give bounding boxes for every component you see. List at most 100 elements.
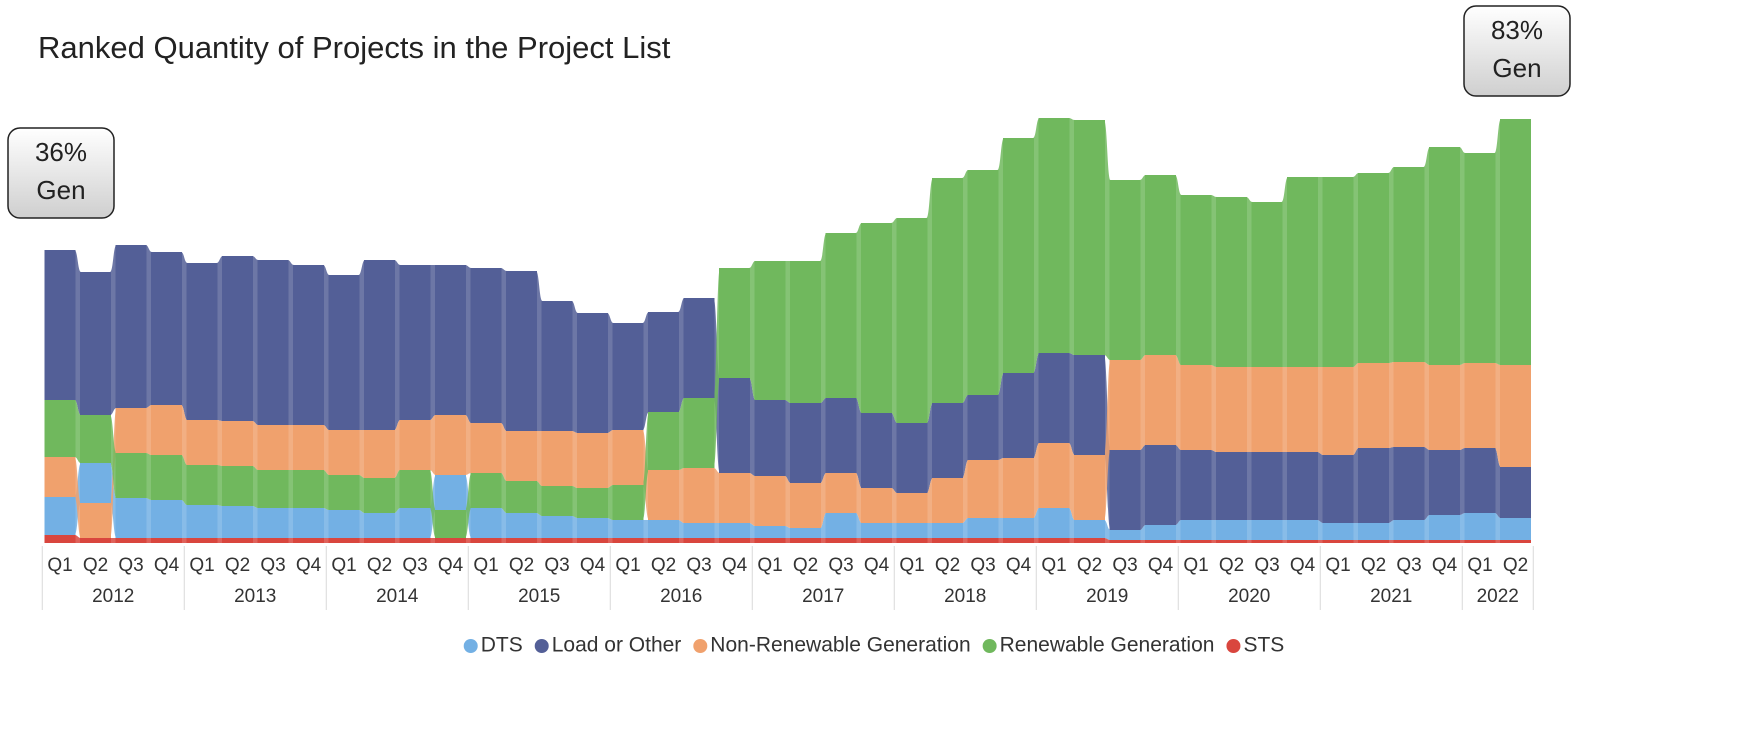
x-tick-label: Q2 (1503, 555, 1528, 576)
ribbon-segment (364, 538, 395, 543)
ribbon-link (784, 526, 791, 538)
ribbon-link (749, 378, 756, 476)
x-tick-label: Q1 (1183, 555, 1208, 576)
ribbon-segment (1216, 367, 1247, 452)
ribbon-link (855, 538, 862, 543)
ribbon-link (962, 518, 969, 538)
ribbon-segment (151, 455, 182, 500)
ribbon-link (962, 170, 969, 403)
ribbon-segment (1145, 445, 1176, 525)
ribbon-link (500, 423, 507, 481)
ribbon-segment (825, 473, 857, 513)
ribbon-link (1352, 363, 1359, 455)
ribbon-segment (1500, 119, 1531, 365)
ribbon-segment (115, 538, 147, 543)
ribbon-link (1388, 362, 1395, 448)
ribbon-link (1175, 520, 1182, 540)
ribbon-link (252, 506, 259, 538)
ribbon-link (1246, 540, 1253, 543)
ribbon-segment (754, 476, 786, 526)
ribbon-segment (861, 538, 892, 543)
ribbon-segment (1074, 120, 1105, 355)
ribbon-link (1423, 540, 1430, 543)
ribbon-segment (1429, 365, 1460, 450)
ribbon-segment (435, 538, 466, 543)
ribbon-segment (506, 431, 537, 481)
ribbon-segment (861, 488, 892, 523)
ribbon-segment (825, 233, 857, 398)
ribbon-link (997, 138, 1004, 395)
ribbon-segment (399, 265, 431, 420)
ribbon-segment (1358, 363, 1389, 448)
ribbon-segment (1003, 373, 1034, 458)
ribbon-segment (186, 420, 218, 465)
ribbon-segment (719, 538, 750, 543)
ribbon-segment (577, 518, 608, 538)
ribbon-segment (577, 313, 608, 433)
ribbon-segment (825, 538, 857, 543)
ribbon-segment (1500, 365, 1531, 467)
x-tick-label: Q2 (1361, 555, 1386, 576)
ribbon-segment (1393, 362, 1425, 447)
ribbon-link (216, 505, 223, 538)
ribbon-link (1317, 367, 1324, 455)
ribbon-segment (648, 312, 679, 412)
ribbon-link (926, 523, 933, 538)
x-tick-label: Q1 (899, 555, 924, 576)
ribbon-segment (222, 466, 253, 506)
ribbon-segment (1074, 455, 1105, 520)
ribbon-link (1175, 540, 1182, 543)
ribbon-link (891, 488, 898, 523)
ribbon-segment (1500, 467, 1531, 518)
ribbon-link (216, 420, 223, 466)
x-tick-label: Q1 (1467, 555, 1492, 576)
ribbon-link (429, 538, 436, 543)
ribbon-segment (80, 415, 111, 463)
ribbon-segment (1358, 540, 1389, 543)
ribbon-segment (719, 523, 750, 538)
ribbon-link (1494, 363, 1501, 467)
ribbon-link (500, 538, 507, 543)
ribbon-segment (1464, 448, 1496, 513)
ribbon-segment (825, 513, 857, 538)
ribbon-link (784, 400, 791, 483)
ribbon-segment (1180, 365, 1212, 450)
bars (44, 118, 1531, 543)
ribbon-segment (328, 430, 360, 475)
ribbon-segment (541, 516, 573, 538)
ribbon-link (465, 415, 472, 475)
ribbon-link (642, 538, 649, 543)
ribbon-link (749, 538, 756, 543)
ribbon-segment (790, 261, 821, 403)
ribbon-link (749, 523, 756, 538)
ribbon-segment (222, 538, 253, 543)
ribbon-link (429, 265, 436, 420)
ribbon-link (678, 398, 685, 470)
ribbon-segment (896, 218, 928, 423)
ribbon-link (1494, 119, 1501, 365)
ribbon-link (1352, 540, 1359, 543)
ribbon-link (287, 508, 294, 538)
ribbon-link (1210, 365, 1217, 452)
ribbon-link (1246, 367, 1253, 452)
ribbon-segment (44, 400, 76, 457)
ribbon-link (997, 518, 1004, 538)
ribbon-segment (1038, 353, 1070, 443)
ribbon-link (181, 252, 188, 420)
ribbon-link (607, 538, 614, 543)
ribbon-segment (1038, 508, 1070, 538)
ribbon-segment (364, 513, 395, 538)
ribbon-segment (1287, 367, 1318, 452)
ribbon-segment (44, 497, 76, 535)
ribbon-segment (1429, 450, 1460, 515)
x-tick-label: Q3 (828, 555, 853, 576)
ribbon-link (997, 373, 1004, 460)
ribbon-link (394, 538, 401, 543)
x-tick-label: Q3 (118, 555, 143, 576)
ribbon-link (749, 473, 756, 526)
ribbon-link (110, 415, 117, 498)
ribbon-segment (1251, 520, 1283, 540)
ribbon-segment (1464, 153, 1496, 363)
ribbon-link (891, 413, 898, 493)
ribbon-link (358, 260, 365, 430)
